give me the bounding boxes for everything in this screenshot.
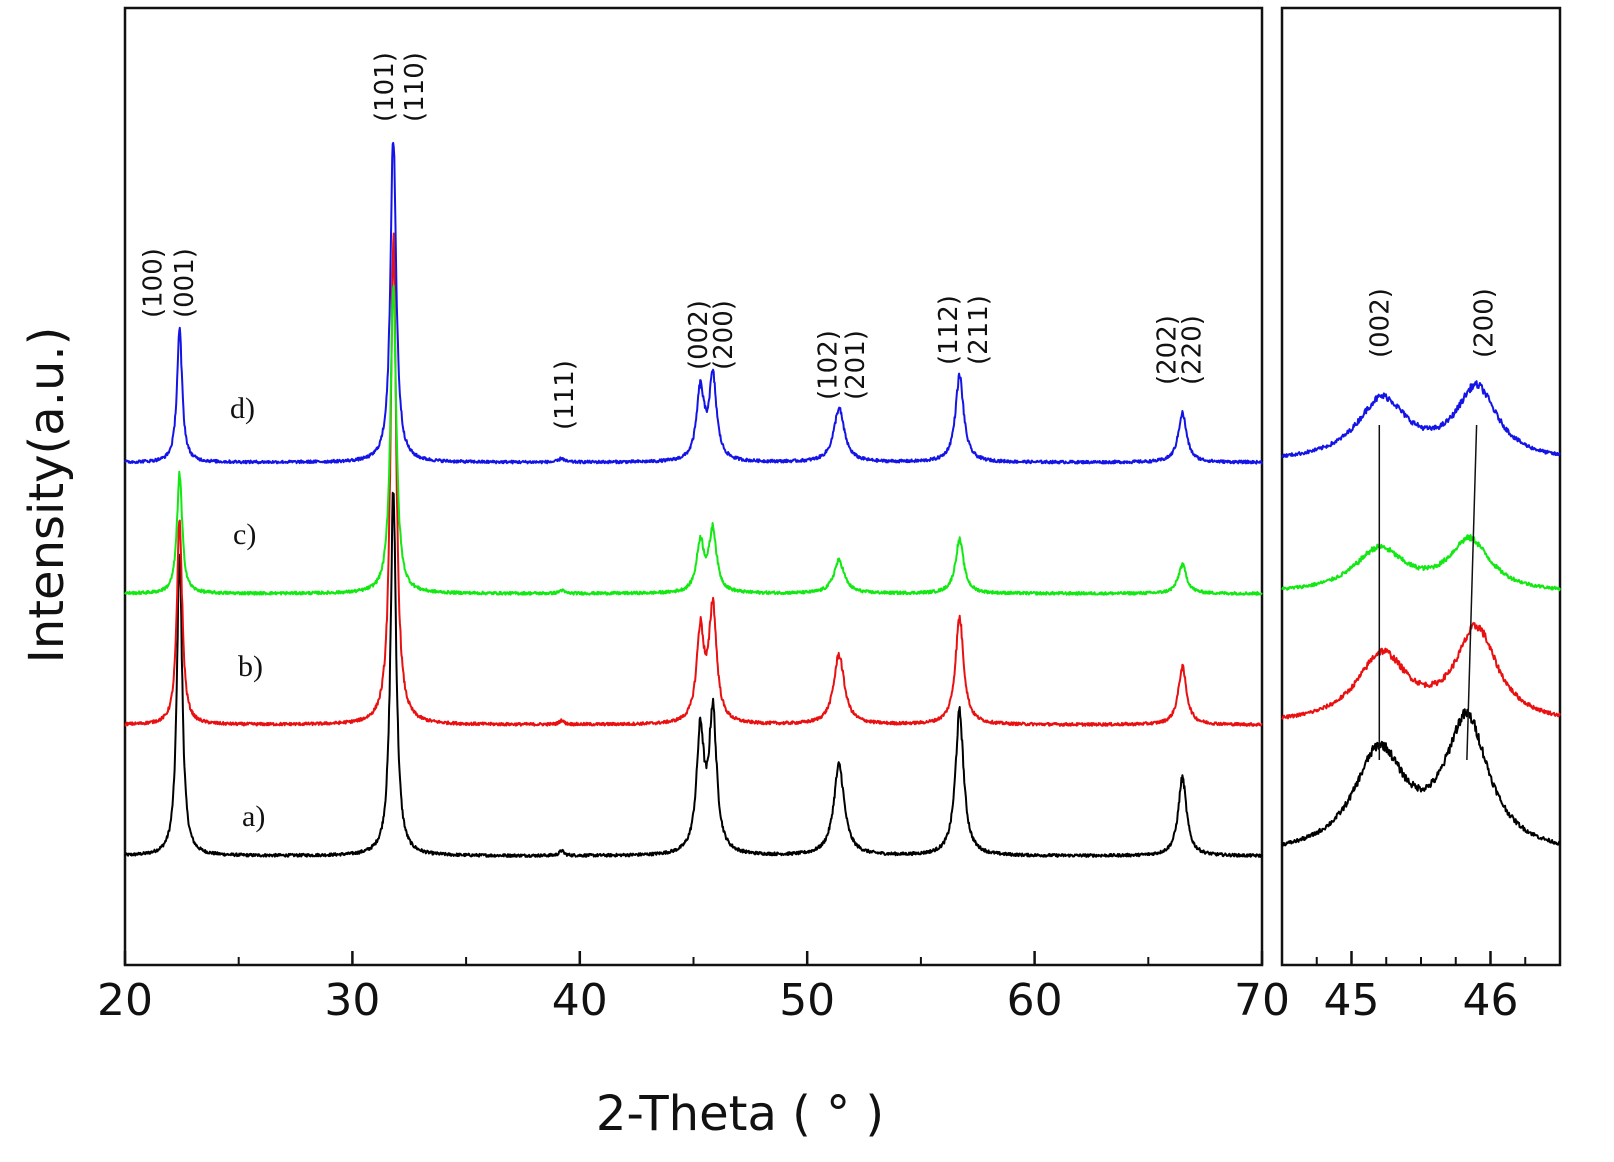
main-peak-label: (002): [684, 300, 714, 370]
main-peak-label: (112): [934, 295, 964, 365]
peak-shift-guide-line: [1466, 424, 1478, 761]
main-series-d: [124, 141, 1263, 465]
main-peak-label: (100): [138, 248, 168, 318]
zoom-series-c: [1281, 534, 1561, 592]
zoom-peak-label: (200): [1470, 288, 1500, 358]
main-peak-label: (211): [964, 295, 994, 365]
zoom-series-d: [1281, 380, 1561, 458]
main-frame: [123, 6, 1264, 967]
main-peak-label: (102): [814, 330, 844, 400]
main-x-tick-label: 60: [1007, 975, 1063, 1026]
main-peak-label: (111): [550, 360, 580, 430]
y-axis-title: Intensity(a.u.): [19, 327, 75, 664]
main-peak-label: (110): [400, 52, 430, 122]
zoom-peak-label: (002): [1365, 288, 1395, 358]
zoom-x-tick-label: 45: [1324, 975, 1380, 1026]
x-axis-title: 2-Theta ( ° ): [596, 1086, 884, 1142]
main-peak-label: (200): [709, 300, 739, 370]
main-x-tick-label: 50: [779, 975, 835, 1026]
zoom-panel: 45 46 (002) (200): [1280, 6, 1562, 1026]
main-x-tick-label: 20: [97, 975, 153, 1026]
main-peak-label: (202): [1152, 315, 1182, 385]
main-series-a: [124, 491, 1263, 858]
series-label-c: c): [233, 518, 256, 551]
series-label-b: b): [238, 650, 263, 683]
main-peak-label: (101): [370, 52, 400, 122]
main-series-b: [124, 232, 1263, 727]
zoom-x-tick-label: 46: [1463, 975, 1519, 1026]
main-peak-label: (220): [1178, 315, 1208, 385]
zoom-series-b: [1281, 622, 1561, 720]
main-x-tick-label: 70: [1234, 975, 1290, 1026]
main-x-tick-label: 30: [324, 975, 380, 1026]
main-peak-label: (201): [841, 330, 871, 400]
zoom-series-a: [1281, 708, 1561, 847]
main-x-tick-label: 40: [552, 975, 608, 1026]
main-panel: 20 30 40 50 60 70 (100) (001) (101) (110) (111) (00…: [97, 6, 1290, 1026]
series-label-a: a): [242, 800, 265, 833]
main-peak-label: (001): [170, 248, 200, 318]
main-series-c: [124, 284, 1263, 596]
series-label-d: d): [230, 392, 255, 425]
